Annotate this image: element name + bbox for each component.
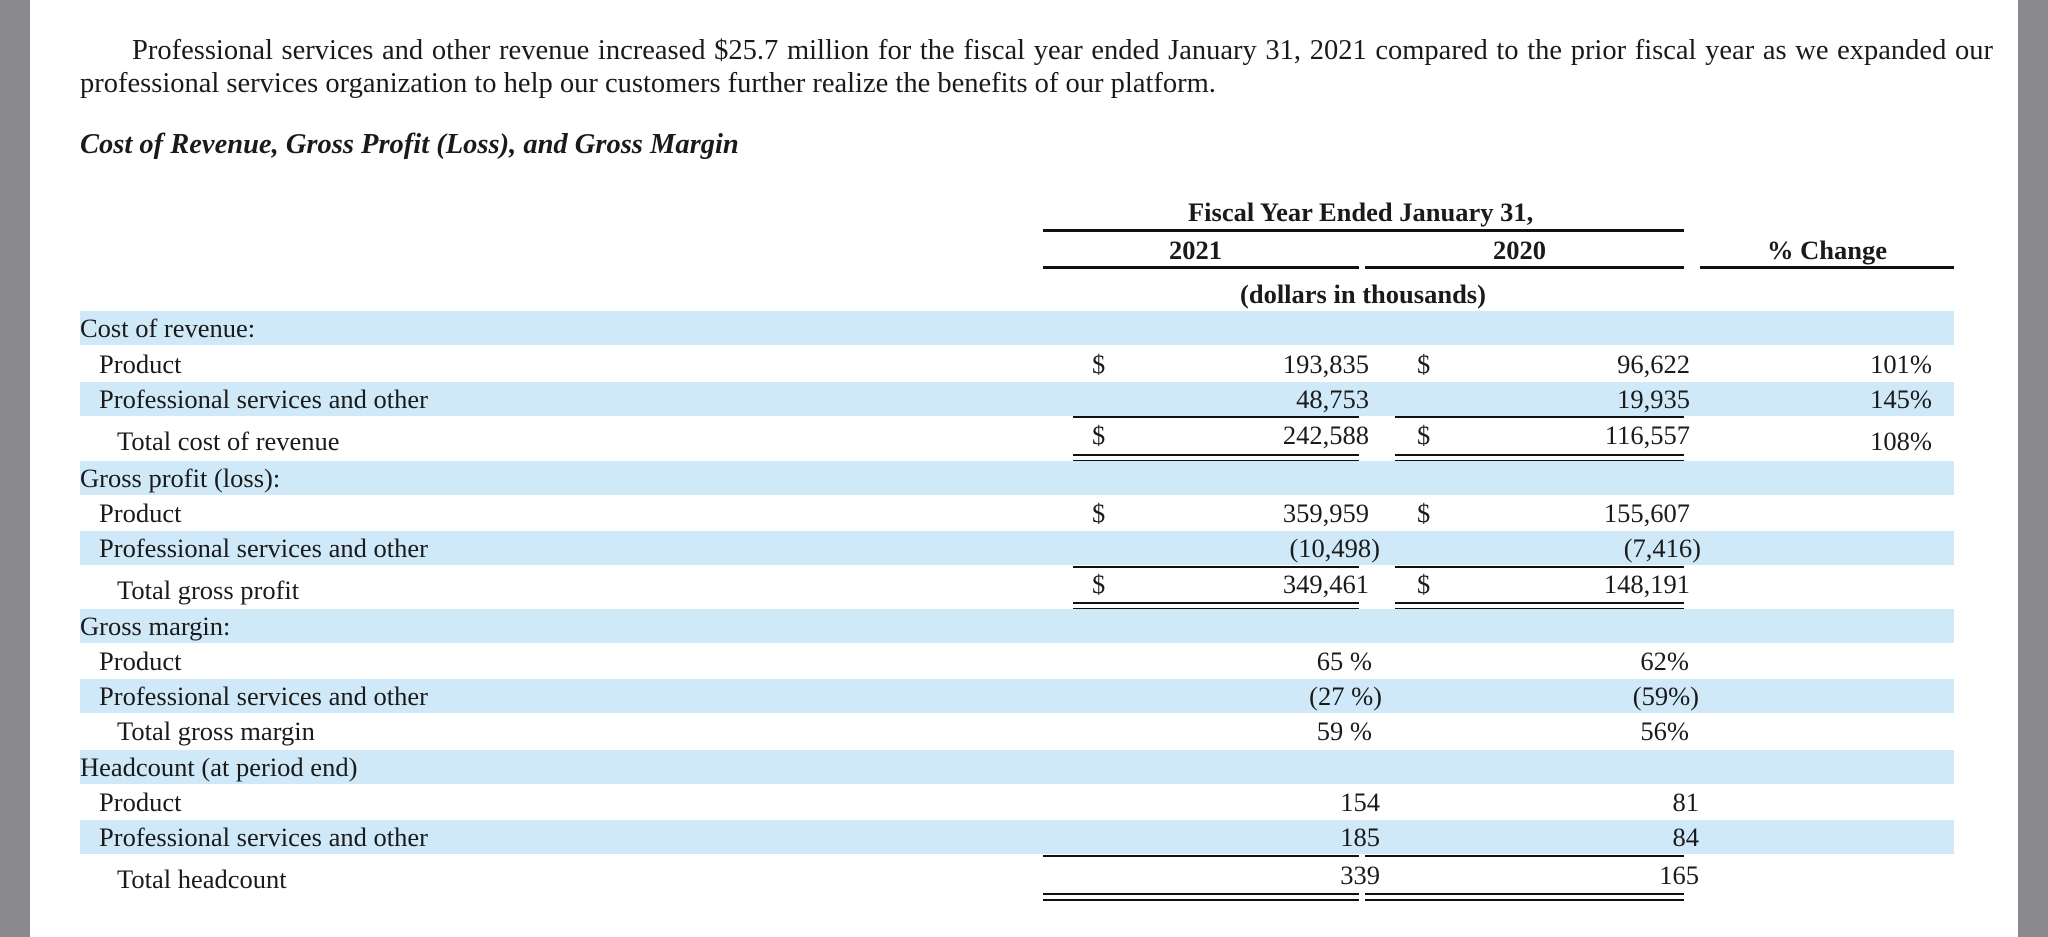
currency-symbol: $: [1092, 349, 1106, 379]
table-row: Professional services and other 48,753 1…: [80, 382, 1954, 416]
row-label: Product: [99, 646, 182, 676]
table-row: Total gross margin 59 % 56%: [80, 714, 1954, 748]
row-label: Professional services and other: [99, 384, 428, 414]
value-2021: 339: [1340, 860, 1380, 890]
row-label: Gross profit (loss):: [80, 463, 281, 493]
subtotal-rule-2021: [1043, 855, 1359, 857]
value-2020: 155,607: [1603, 498, 1690, 528]
row-label: Total gross profit: [117, 575, 300, 605]
value-2021: 349,461: [1282, 569, 1369, 599]
table-row: Professional services and other (27 %) (…: [80, 679, 1954, 713]
percent-change: 145%: [1870, 384, 1932, 414]
subtotal-rule-2020: [1395, 416, 1684, 418]
total-double-rule-2021: [1043, 893, 1359, 901]
table-row: Product $ 359,959 $ 155,607: [80, 496, 1954, 530]
value-2020: 62%: [1640, 646, 1689, 676]
table-row: Gross margin:: [80, 609, 1954, 643]
header-rule-2020: [1365, 266, 1684, 269]
units-label: (dollars in thousands): [1240, 279, 1486, 309]
row-label: Gross margin:: [80, 611, 231, 641]
column-header-2021: 2021: [1169, 235, 1222, 265]
row-label: Total cost of revenue: [117, 426, 340, 456]
table-row: Gross profit (loss):: [80, 461, 1954, 495]
column-header-2020: 2020: [1493, 235, 1546, 265]
row-label: Professional services and other: [99, 681, 428, 711]
value-2021: (27 %): [1309, 681, 1382, 711]
value-2020: 148,191: [1603, 569, 1690, 599]
currency-symbol: $: [1417, 498, 1431, 528]
value-2020: 19,935: [1617, 384, 1690, 414]
document-page: Professional services and other revenue …: [30, 0, 2018, 937]
intro-paragraph: Professional services and other revenue …: [80, 35, 1993, 99]
section-title: Cost of Revenue, Gross Profit (Loss), an…: [80, 129, 739, 160]
value-2020: 84: [1672, 822, 1700, 852]
table-row: Total headcount 339 165: [80, 860, 1954, 896]
total-double-rule-2020: [1365, 893, 1684, 901]
row-label: Headcount (at period end): [80, 752, 358, 782]
currency-symbol: $: [1092, 498, 1106, 528]
value-2020: (59%): [1632, 681, 1699, 711]
row-label: Cost of revenue:: [80, 313, 256, 343]
value-2020: 116,557: [1604, 420, 1690, 450]
value-2021: 59 %: [1316, 716, 1372, 746]
value-2021: (10,498): [1289, 533, 1380, 563]
period-header: Fiscal Year Ended January 31,: [1188, 197, 1534, 227]
currency-symbol: $: [1417, 420, 1431, 450]
value-2021: 185: [1340, 822, 1380, 852]
value-2020: 81: [1672, 787, 1700, 817]
table-row: Headcount (at period end): [80, 750, 1954, 784]
table-row: Cost of revenue:: [80, 311, 1954, 345]
currency-symbol: $: [1092, 420, 1106, 450]
period-header-rule: [1043, 229, 1684, 232]
currency-symbol: $: [1417, 569, 1431, 599]
currency-symbol: $: [1417, 349, 1431, 379]
table-row: Product $ 193,835 $ 96,622 101%: [80, 347, 1954, 381]
table-row: Product 154 81: [80, 785, 1954, 819]
value-2020: (7,416): [1623, 533, 1701, 563]
row-label: Total gross margin: [117, 716, 315, 746]
row-label: Product: [99, 498, 182, 528]
percent-change: 101%: [1870, 349, 1932, 379]
row-label: Professional services and other: [99, 822, 428, 852]
table-row: Product 65 % 62%: [80, 644, 1954, 678]
subtotal-rule-2020: [1395, 566, 1684, 568]
row-label: Professional services and other: [99, 533, 428, 563]
subtotal-rule-2020: [1365, 855, 1684, 857]
subtotal-rule-2021: [1073, 416, 1359, 418]
value-2020: 96,622: [1617, 349, 1690, 379]
value-2021: 154: [1340, 787, 1380, 817]
header-rule-change: [1700, 266, 1954, 269]
value-2021: 193,835: [1282, 349, 1369, 379]
table-row: Professional services and other 185 84: [80, 820, 1954, 854]
row-label: Product: [99, 349, 182, 379]
currency-symbol: $: [1092, 569, 1106, 599]
value-2021: 242,588: [1282, 420, 1369, 450]
row-label: Total headcount: [117, 864, 287, 894]
value-2020: 165: [1659, 860, 1699, 890]
column-header-change: % Change: [1767, 235, 1888, 265]
value-2021: 48,753: [1296, 384, 1369, 414]
table-row: Total cost of revenue $ 242,588 $ 116,55…: [80, 420, 1954, 458]
table-row: Total gross profit $ 349,461 $ 148,191: [80, 569, 1954, 607]
percent-change: 108%: [1870, 426, 1932, 456]
subtotal-rule-2021: [1073, 566, 1359, 568]
value-2021: 359,959: [1282, 498, 1369, 528]
value-2020: 56%: [1640, 716, 1689, 746]
value-2021: 65 %: [1316, 646, 1372, 676]
table-row: Professional services and other (10,498)…: [80, 531, 1954, 565]
header-rule-2021: [1043, 266, 1359, 269]
row-label: Product: [99, 787, 182, 817]
